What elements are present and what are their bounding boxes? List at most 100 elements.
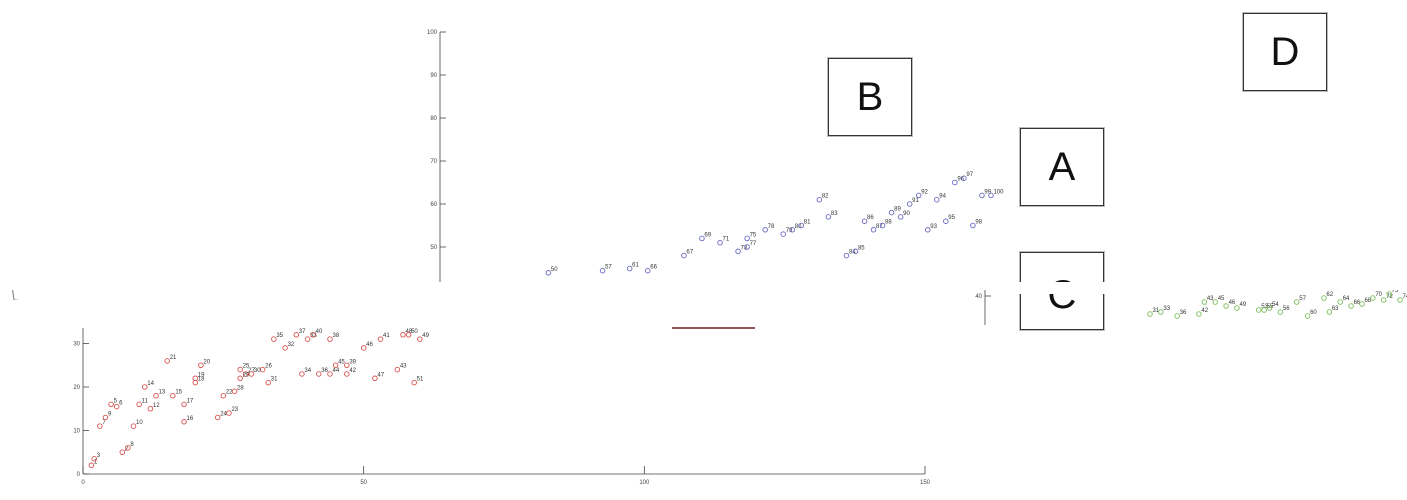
data-point-label: 15 xyxy=(175,390,182,396)
data-point-label: 79 xyxy=(786,228,793,234)
data-point-label: 24 xyxy=(220,411,227,417)
data-point-label: 63 xyxy=(1332,306,1339,312)
rendering-artifact-strip xyxy=(0,300,80,325)
data-point-label: 57 xyxy=(1299,296,1306,302)
data-point-label: 8 xyxy=(130,442,134,448)
annotation-label-a: A xyxy=(1049,145,1076,190)
data-point-label: 56 xyxy=(1283,306,1290,312)
y-tick-label-blue: 70 xyxy=(430,159,437,165)
data-point-label: 5 xyxy=(114,398,118,404)
data-point-label: 94 xyxy=(939,194,946,200)
data-point-label: 43 xyxy=(400,364,407,370)
data-point-label: 40 xyxy=(316,329,323,335)
data-point-label: 7 xyxy=(102,420,106,426)
data-point-label: 92 xyxy=(921,189,928,195)
data-point-label: 83 xyxy=(831,211,838,217)
data-point-label: 19 xyxy=(198,372,205,378)
y-tick-label-blue: 90 xyxy=(430,73,437,79)
data-point-label: 66 xyxy=(650,265,657,271)
data-point-label: 98 xyxy=(975,220,982,226)
data-point-label: 86 xyxy=(867,215,874,221)
data-point-label: 49 xyxy=(422,333,429,339)
y-tick-label-green: 40 xyxy=(975,294,982,300)
data-point-label: 95 xyxy=(948,215,955,221)
y-tick-label-red: 20 xyxy=(73,385,80,391)
y-tick-label-blue: 100 xyxy=(427,30,438,36)
data-point-label: 45 xyxy=(338,359,345,365)
data-point-label: 75 xyxy=(750,232,757,238)
data-point-label: 41 xyxy=(383,333,390,339)
data-point-label: 51 xyxy=(417,377,424,383)
data-point-label: 42 xyxy=(349,368,356,374)
y-tick-label-red: 0 xyxy=(77,472,81,478)
data-point-label: 38 xyxy=(332,333,339,339)
y-tick-label-red: 10 xyxy=(73,429,80,435)
data-point-label: 35 xyxy=(276,333,283,339)
data-point-label: 82 xyxy=(822,194,829,200)
annotation-label-b: B xyxy=(857,75,884,120)
x-tick-label: 0 xyxy=(81,480,85,486)
data-point-label: 99 xyxy=(984,189,991,195)
data-point-label: 81 xyxy=(804,220,811,226)
data-point-label: 11 xyxy=(142,398,149,404)
annotation-label-c: C xyxy=(1048,273,1077,318)
data-point-label: 33 xyxy=(1163,306,1170,312)
y-tick-label-blue: 80 xyxy=(430,116,437,122)
data-point-label: 85 xyxy=(858,245,865,251)
data-point-label: 54 xyxy=(1272,302,1279,308)
data-point-label: 70 xyxy=(1375,292,1382,298)
y-tick-label-blue: 60 xyxy=(430,202,437,208)
data-point-label: 90 xyxy=(903,211,910,217)
data-point-label: 12 xyxy=(153,403,160,409)
data-point-label: 87 xyxy=(876,224,883,230)
rendering-artifact-strip xyxy=(0,282,1407,290)
data-point-label: 97 xyxy=(966,172,973,178)
data-point-label: 67 xyxy=(686,250,693,256)
y-tick-label-blue: 50 xyxy=(430,245,437,251)
data-point-label: 44 xyxy=(332,368,339,374)
data-point-label: 26 xyxy=(265,364,272,370)
data-point-label: 28 xyxy=(237,385,244,391)
data-point-label: 42 xyxy=(1201,308,1208,314)
x-tick-label: 100 xyxy=(639,480,650,486)
y-tick-label-red: 30 xyxy=(73,342,80,348)
data-point-label: 32 xyxy=(288,342,295,348)
data-point-label: 34 xyxy=(304,368,311,374)
data-point-label: 93 xyxy=(930,224,937,230)
data-point-label: 69 xyxy=(704,232,711,238)
data-point-label: 64 xyxy=(1343,296,1350,302)
data-point-label: 23 xyxy=(231,407,238,413)
data-point-label: 57 xyxy=(605,265,612,271)
data-point-label: 20 xyxy=(203,359,210,365)
data-point-label: 89 xyxy=(894,207,901,213)
data-point-label: 30 xyxy=(254,368,261,374)
data-point-label: 3 xyxy=(97,453,101,459)
data-point-label: 50 xyxy=(411,329,418,335)
annotation-box-d: D xyxy=(1243,13,1327,91)
data-point-label: 37 xyxy=(299,329,306,335)
data-point-label: 49 xyxy=(1239,302,1246,308)
data-point-label: 91 xyxy=(912,198,919,204)
data-point-label: 45 xyxy=(1218,296,1225,302)
data-point-label: 88 xyxy=(885,220,892,226)
data-point-label: 9 xyxy=(108,411,112,417)
data-point-label: 74 xyxy=(1403,294,1407,300)
data-point-label: 80 xyxy=(795,224,802,230)
data-point-label: 46 xyxy=(366,342,373,348)
data-point-label: 71 xyxy=(723,237,730,243)
x-tick-label: 150 xyxy=(920,480,931,486)
x-tick-label: 50 xyxy=(360,480,367,486)
annotation-label-d: D xyxy=(1271,30,1300,75)
annotation-box-a: A xyxy=(1020,128,1104,206)
data-point-label: 14 xyxy=(147,381,154,387)
data-point-label: 100 xyxy=(993,189,1004,195)
data-point-label: 50 xyxy=(551,267,558,273)
data-point-label: 84 xyxy=(849,250,856,256)
data-point-label: 13 xyxy=(158,390,165,396)
data-point-label: 47 xyxy=(377,372,384,378)
data-point-label: 31 xyxy=(271,377,278,383)
data-point-label: 39 xyxy=(349,359,356,365)
data-point-label: 46 xyxy=(1229,300,1236,306)
